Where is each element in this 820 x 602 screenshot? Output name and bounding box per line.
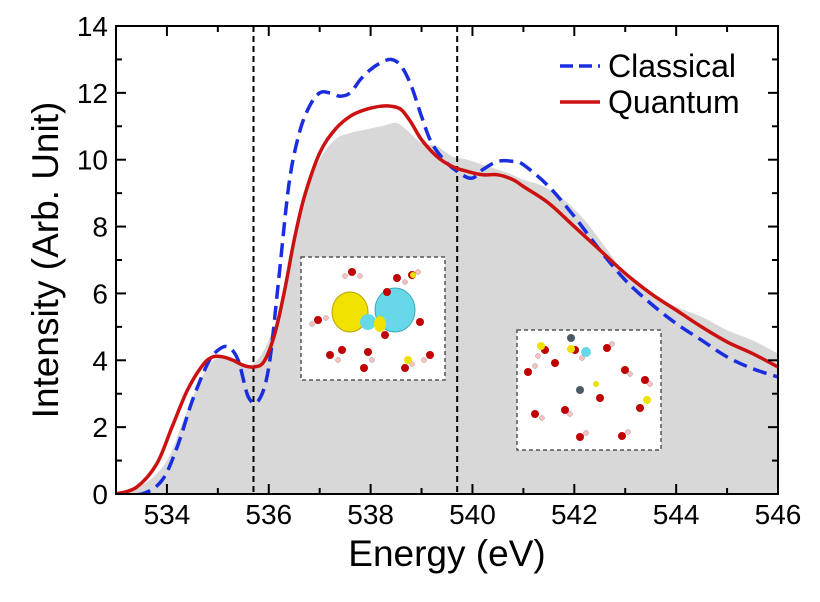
y-tick-label: 2 xyxy=(92,412,108,443)
x-tick-label: 536 xyxy=(245,499,292,530)
x-tick-label: 544 xyxy=(653,499,700,530)
y-tick-label: 0 xyxy=(92,479,108,510)
series-line-quantum xyxy=(116,104,778,494)
legend-label-quantum: Quantum xyxy=(608,84,740,120)
orbital-yellow-lobe xyxy=(331,291,369,333)
x-axis-label: Energy (eV) xyxy=(348,533,545,574)
x-tick-label: 534 xyxy=(144,499,191,530)
x-tick-label: 542 xyxy=(551,499,598,530)
y-tick-label: 14 xyxy=(77,11,108,42)
y-tick-label: 6 xyxy=(92,278,108,309)
experiment-shaded-area xyxy=(116,122,778,494)
orbital-yellow-lobe-small xyxy=(374,316,386,332)
legend-label-classical: Classical xyxy=(608,48,736,84)
x-tick-label: 540 xyxy=(449,499,496,530)
y-tick-label: 8 xyxy=(92,212,108,243)
atom-cluster xyxy=(314,268,434,372)
y-axis-label: Intensity (Arb. Unit) xyxy=(25,102,66,419)
inset-snapshot-2 xyxy=(516,329,662,451)
y-tick-label: 10 xyxy=(77,145,108,176)
x-tick-label: 546 xyxy=(755,499,802,530)
y-tick-label: 12 xyxy=(77,78,108,109)
inset-snapshot-1 xyxy=(300,256,446,381)
orbital-cyan-lobe-small xyxy=(360,314,376,330)
legend: Classical Quantum xyxy=(560,48,740,120)
x-tick-label: 538 xyxy=(347,499,394,530)
y-tick-label: 4 xyxy=(92,345,108,376)
